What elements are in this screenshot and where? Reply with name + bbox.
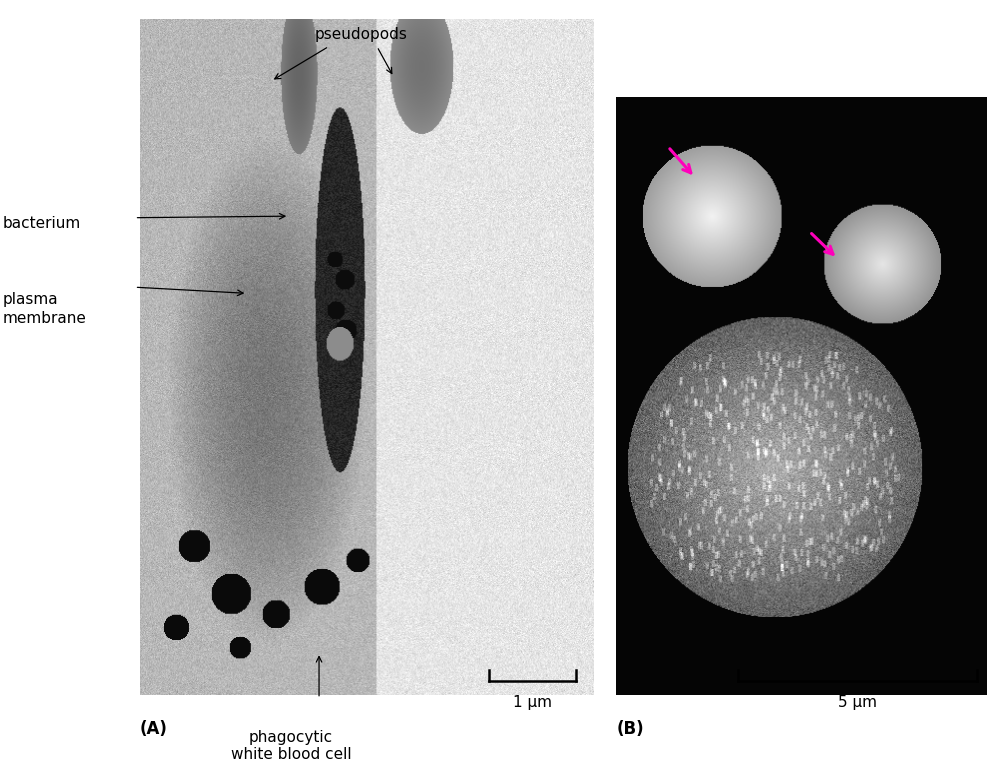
Text: (A): (A) — [140, 720, 167, 737]
Text: 5 μm: 5 μm — [837, 695, 877, 709]
Text: (B): (B) — [616, 720, 644, 737]
Text: plasma
membrane: plasma membrane — [3, 292, 87, 326]
Text: 1 μm: 1 μm — [512, 695, 552, 709]
Text: phagocytic
white blood cell: phagocytic white blood cell — [231, 730, 351, 762]
Text: bacterium: bacterium — [3, 216, 81, 232]
Text: pseudopods: pseudopods — [314, 27, 408, 42]
